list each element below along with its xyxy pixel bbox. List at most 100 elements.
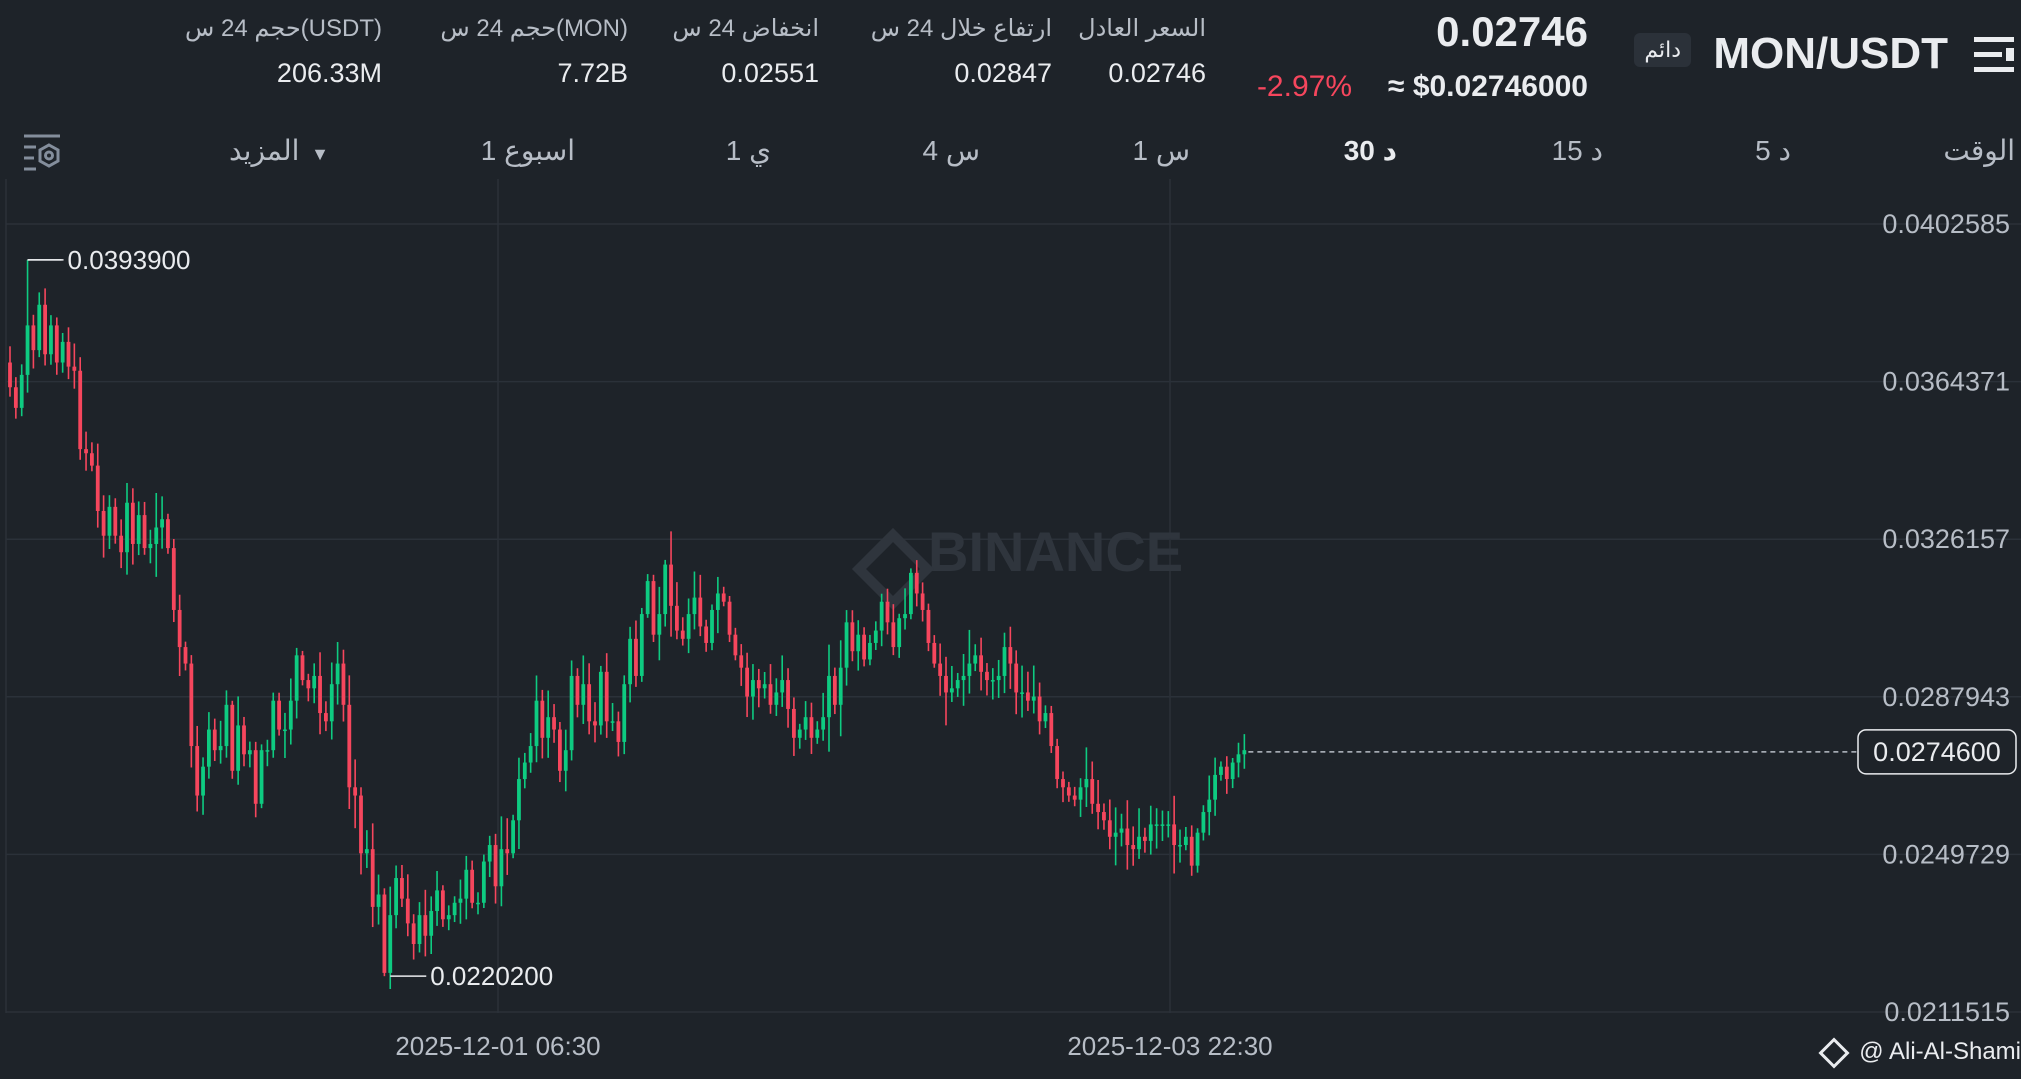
volume-mon-value: 7.72B: [557, 58, 628, 88]
candle-body: [1207, 799, 1212, 813]
candle-body: [721, 593, 726, 602]
candle-body: [253, 750, 258, 804]
candle-body: [499, 849, 504, 887]
candle-body: [657, 614, 662, 635]
candle-body: [166, 519, 170, 549]
candle-body: [780, 680, 785, 693]
candle-body: [792, 708, 796, 738]
interval-5m[interactable]: 5 د: [1755, 135, 1791, 166]
candle-body: [768, 684, 773, 705]
candle-body: [850, 622, 855, 652]
interval-4h[interactable]: 4 س: [922, 135, 980, 166]
candle-body: [1125, 828, 1130, 846]
candle-body: [113, 506, 118, 536]
candle-body: [283, 729, 287, 732]
candle-body: [312, 675, 317, 689]
candle-body: [142, 515, 147, 549]
candle-body: [955, 680, 960, 689]
candle-body: [405, 898, 410, 924]
candle-body: [364, 849, 369, 854]
candle-body: [1195, 832, 1200, 866]
candle-body: [891, 622, 896, 648]
time-label: الوقت: [1943, 135, 2015, 166]
candle-body: [72, 366, 77, 371]
interval-1d[interactable]: 1 ي: [725, 135, 771, 166]
pair-title[interactable]: MON/USDT: [1713, 29, 1948, 78]
candle-body: [446, 915, 451, 920]
candle-body: [797, 729, 802, 738]
candle-body: [827, 675, 831, 718]
binance-logo-icon: [851, 527, 935, 611]
candle-body: [1043, 713, 1048, 722]
candle-body: [119, 535, 124, 553]
candle-body: [300, 655, 305, 681]
candle-body: [1020, 692, 1024, 694]
candle-body: [481, 861, 486, 903]
candle-body: [171, 548, 176, 610]
candle-body: [949, 688, 954, 693]
candle-body: [634, 638, 638, 676]
candle-body: [1154, 824, 1159, 826]
candle-body: [786, 680, 790, 709]
more-dropdown[interactable]: المزيد ▼: [229, 134, 329, 167]
volume-usdt-value: 206.33M: [276, 58, 382, 88]
candle-body: [639, 614, 644, 676]
candle-body: [423, 915, 428, 936]
candle-body: [183, 647, 188, 664]
candle-body: [575, 675, 580, 705]
candle-body: [1230, 762, 1235, 780]
candle-body: [868, 642, 872, 660]
candle-body: [148, 543, 153, 549]
candle-body: [1031, 696, 1036, 701]
interval-1h[interactable]: 1 س: [1132, 135, 1190, 166]
candle-body: [1166, 824, 1171, 826]
candle-body: [756, 680, 761, 689]
candle-body: [335, 663, 340, 685]
candle-body: [31, 325, 36, 351]
candle-body: [376, 894, 381, 907]
candle-body: [347, 704, 352, 788]
candle-body: [593, 721, 597, 726]
binance-watermark: BINANCE: [928, 520, 1183, 583]
candle-body: [154, 527, 159, 544]
candle-body: [201, 766, 205, 796]
candle-body: [698, 597, 703, 627]
candle-body: [610, 721, 615, 723]
candle-body: [382, 894, 387, 973]
candle-body: [903, 614, 907, 619]
candle-body: [1148, 824, 1153, 841]
interval-1w[interactable]: 1 اسبوع: [480, 135, 575, 166]
candle-body: [1102, 812, 1106, 821]
menu-icon[interactable]: [1974, 33, 2014, 77]
credit: @ Ali-Al-Shami: [1818, 1037, 2021, 1069]
candle-body: [563, 750, 568, 771]
candle-body: [581, 684, 586, 705]
candle-body: [318, 675, 322, 714]
candle-body: [821, 717, 826, 730]
candle-body: [1090, 779, 1095, 804]
candle-body: [329, 684, 334, 722]
candle-body: [990, 680, 995, 682]
candle-body: [663, 564, 668, 615]
candle-body: [452, 902, 457, 916]
volume-mon-label: حجم 24 س(MON): [440, 15, 628, 42]
candle-body: [762, 684, 767, 689]
candle-body: [651, 581, 656, 635]
candle-body: [136, 515, 141, 544]
candle-body: [218, 746, 223, 751]
candlestick-chart[interactable]: BINANCE 0.0402585 0.0364371 0.0326157 0.028…: [0, 179, 2021, 1079]
candle-body: [370, 849, 375, 907]
candle-body: [1236, 754, 1241, 763]
candle-body: [60, 341, 65, 363]
candle-body: [324, 713, 328, 722]
candle-body: [1061, 779, 1065, 788]
candle-body: [540, 700, 545, 738]
interval-30m[interactable]: 30 د: [1343, 135, 1397, 166]
candle-body: [1113, 832, 1118, 837]
candle-body: [95, 465, 100, 511]
candle-body: [967, 663, 972, 676]
interval-15m[interactable]: 15 د: [1551, 135, 1603, 166]
candle-body: [628, 638, 632, 685]
chart-settings-icon[interactable]: [22, 133, 62, 173]
current-price-box[interactable]: [1857, 729, 2017, 775]
